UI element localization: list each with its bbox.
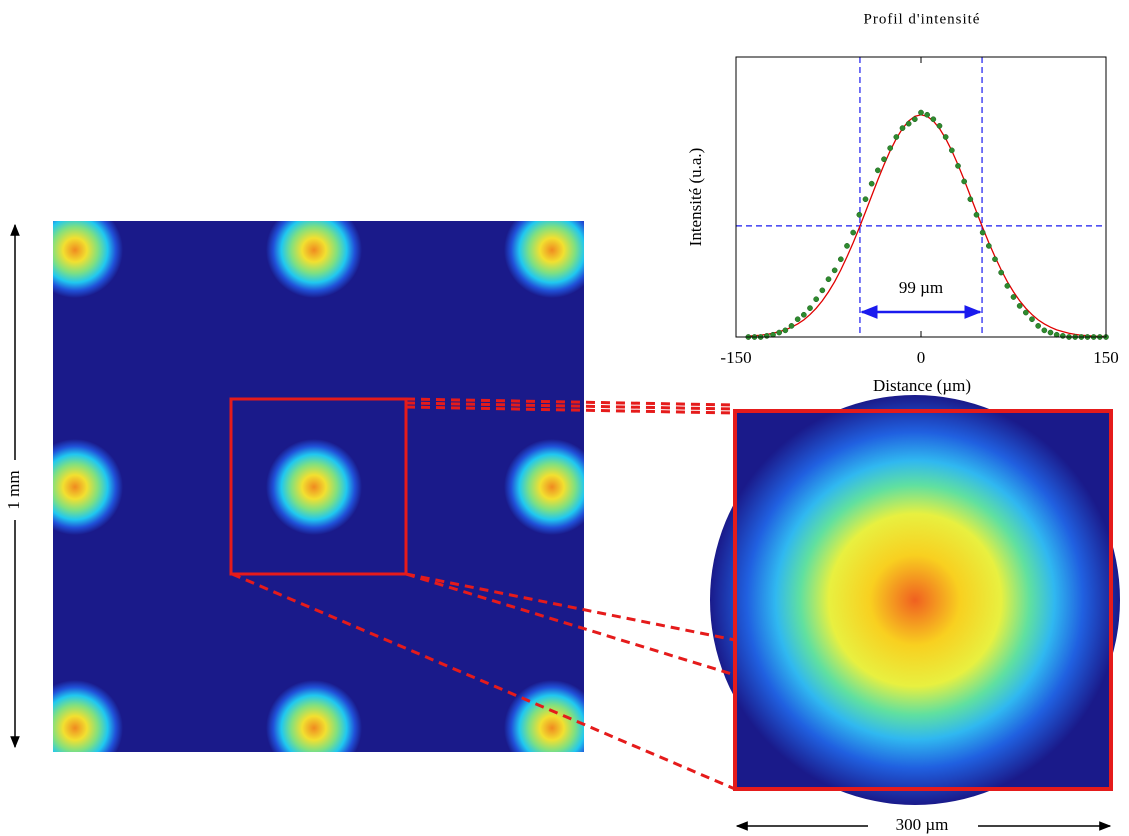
data-point [942,134,949,140]
data-point [918,109,924,116]
data-point [948,147,955,154]
data-point [813,296,820,303]
data-point [874,167,881,174]
fwhm-label: 99 µm [899,278,943,297]
data-point [955,163,961,169]
data-point [776,329,783,336]
data-point [800,311,807,318]
data-point [905,120,912,127]
data-point [985,243,992,249]
data-point [819,287,826,294]
spot-array-image [53,221,584,752]
data-point [979,229,986,236]
data-point [1004,283,1011,289]
data-point [788,323,795,329]
data-point [1059,333,1066,339]
data-point [930,116,937,123]
zoom-image [710,395,1120,805]
data-point [794,316,801,323]
x-tick-label: 0 [917,348,926,367]
data-point [844,243,850,249]
data-point [924,111,931,118]
data-point [856,211,863,218]
x-tick-label: 150 [1093,348,1119,367]
plot: -150 0 150 99 µm [720,57,1119,367]
data-point [961,178,968,185]
data-point [1016,303,1023,309]
data-point [992,256,998,263]
zoom-connectors [231,397,736,791]
data-point [899,125,906,131]
scale-label: 1 mm [4,470,23,509]
zoom-box [229,397,408,576]
data-point [973,211,980,218]
data-point [868,180,875,187]
data-point [831,267,838,274]
data-point [881,156,887,163]
data-point [807,305,813,311]
data-point [1047,329,1054,336]
data-point [763,333,770,339]
data-point [998,269,1005,276]
data-point [1035,323,1042,329]
x-tick-label: -150 [720,348,751,367]
x-axis-label: Distance (µm) [873,376,971,395]
y-axis-label: Intensité (u.a.) [686,148,705,247]
data-point [782,327,789,334]
plot-frame [735,56,1107,338]
data-point [1010,294,1017,300]
data-point [837,256,844,263]
data-point [850,229,857,236]
data-point [862,196,869,203]
scale-label: 300 µm [896,815,949,834]
data-point [967,196,974,203]
data-point [825,276,832,283]
data-point [1022,309,1029,316]
data-point [1041,327,1048,334]
data-point [936,123,943,129]
data-point [893,134,900,140]
data-point [911,116,918,123]
data-point [1029,316,1035,323]
chart-title: Profil d'intensité [864,11,981,27]
data-point [887,145,894,151]
